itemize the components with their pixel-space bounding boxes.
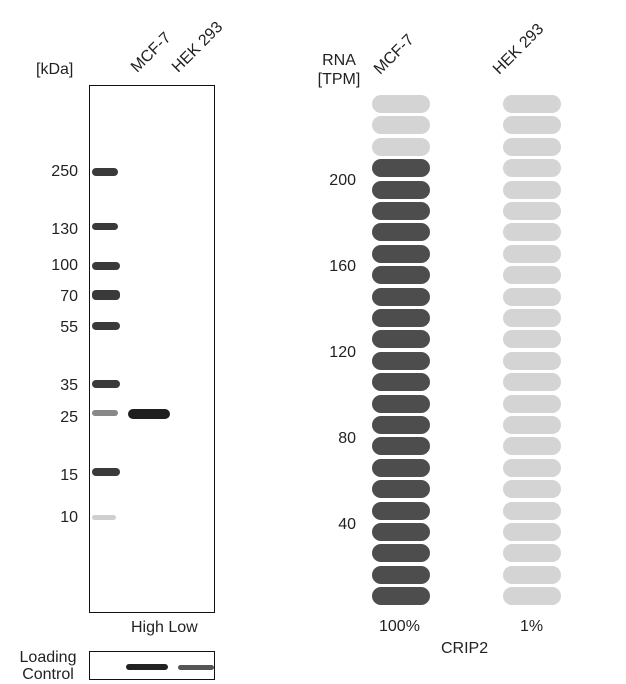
marker-band-70 bbox=[92, 290, 120, 300]
marker-band-15 bbox=[92, 468, 120, 476]
rna-column-mcf7 bbox=[372, 0, 430, 610]
loading-control-label: Loading Control bbox=[19, 649, 77, 683]
rna-pill-hek293-20 bbox=[503, 180, 561, 199]
sample-band-mcf7 bbox=[128, 409, 170, 419]
rna-pill-mcf7-10 bbox=[372, 394, 430, 413]
rna-pill-hek293-13 bbox=[503, 330, 561, 349]
rna-pill-hek293-10 bbox=[503, 394, 561, 413]
marker-band-100 bbox=[92, 262, 120, 270]
loading-band-mcf7 bbox=[126, 664, 168, 670]
rna-pill-mcf7-24 bbox=[372, 95, 430, 113]
rna-pill-hek293-8 bbox=[503, 437, 561, 456]
rna-pill-hek293-11 bbox=[503, 373, 561, 392]
rna-pill-hek293-23 bbox=[503, 116, 561, 135]
kda-label: [kDa] bbox=[36, 61, 74, 78]
marker-label-250: 250 bbox=[51, 163, 78, 180]
rna-axis-label-line2: [TPM] bbox=[317, 71, 361, 88]
marker-label-15: 15 bbox=[60, 467, 78, 484]
rna-tick-200: 200 bbox=[329, 172, 356, 189]
rna-tick-80: 80 bbox=[338, 430, 356, 447]
marker-band-250 bbox=[92, 168, 118, 176]
blot-membrane bbox=[89, 85, 215, 613]
marker-label-100: 100 bbox=[51, 257, 78, 274]
rna-percent-mcf7: 100% bbox=[379, 618, 420, 635]
rna-pill-mcf7-1 bbox=[372, 587, 430, 606]
rna-pill-mcf7-2 bbox=[372, 565, 430, 584]
rna-pill-mcf7-16 bbox=[372, 266, 430, 285]
marker-band-55 bbox=[92, 322, 120, 330]
rna-axis-label-line1: RNA bbox=[322, 52, 356, 69]
rna-pill-hek293-6 bbox=[503, 480, 561, 499]
rna-tick-160: 160 bbox=[329, 258, 356, 275]
rna-pill-hek293-2 bbox=[503, 565, 561, 584]
rna-pill-mcf7-17 bbox=[372, 244, 430, 263]
rna-pill-hek293-9 bbox=[503, 416, 561, 434]
rna-pill-hek293-4 bbox=[503, 523, 561, 541]
rna-pill-mcf7-23 bbox=[372, 116, 430, 135]
marker-band-10 bbox=[92, 515, 116, 520]
rna-pill-mcf7-21 bbox=[372, 159, 430, 178]
rna-pill-hek293-1 bbox=[503, 587, 561, 606]
rna-pill-hek293-24 bbox=[503, 95, 561, 113]
rna-pill-mcf7-7 bbox=[372, 458, 430, 477]
rna-pill-hek293-7 bbox=[503, 458, 561, 477]
gene-name: CRIP2 bbox=[441, 640, 489, 657]
marker-band-25 bbox=[92, 410, 118, 416]
rna-pill-hek293-3 bbox=[503, 544, 561, 563]
rna-pill-mcf7-14 bbox=[372, 309, 430, 327]
rna-tick-120: 120 bbox=[329, 344, 356, 361]
marker-label-25: 25 bbox=[60, 409, 78, 426]
rna-pill-mcf7-4 bbox=[372, 523, 430, 541]
rna-pill-mcf7-13 bbox=[372, 330, 430, 349]
rna-pill-mcf7-15 bbox=[372, 287, 430, 306]
marker-label-35: 35 bbox=[60, 377, 78, 394]
rna-pill-hek293-14 bbox=[503, 309, 561, 327]
lane-label-mcf7: MCF-7 bbox=[127, 29, 175, 76]
marker-label-55: 55 bbox=[60, 319, 78, 336]
rna-pill-mcf7-9 bbox=[372, 416, 430, 434]
rna-pill-mcf7-11 bbox=[372, 373, 430, 392]
rna-pill-hek293-12 bbox=[503, 351, 561, 370]
lane-label-hek293: HEK 293 bbox=[168, 18, 227, 76]
rna-pill-mcf7-5 bbox=[372, 501, 430, 520]
rna-pill-hek293-22 bbox=[503, 137, 561, 156]
marker-band-35 bbox=[92, 380, 120, 388]
marker-label-10: 10 bbox=[60, 509, 78, 526]
rna-pill-mcf7-18 bbox=[372, 223, 430, 242]
rna-pill-hek293-16 bbox=[503, 266, 561, 285]
loading-control-blot bbox=[89, 651, 215, 680]
rna-column-hek293 bbox=[503, 0, 561, 610]
rna-pill-hek293-18 bbox=[503, 223, 561, 242]
rna-pill-mcf7-22 bbox=[372, 137, 430, 156]
rna-percent-hek293: 1% bbox=[520, 618, 544, 635]
rna-pill-mcf7-8 bbox=[372, 437, 430, 456]
rna-pill-mcf7-19 bbox=[372, 202, 430, 220]
rna-pill-hek293-17 bbox=[503, 244, 561, 263]
rna-pill-hek293-5 bbox=[503, 501, 561, 520]
marker-label-130: 130 bbox=[51, 221, 78, 238]
expression-label: High Low bbox=[131, 619, 198, 636]
rna-pill-hek293-19 bbox=[503, 202, 561, 220]
rna-axis-label: RNA [TPM] bbox=[316, 51, 362, 89]
rna-pill-mcf7-12 bbox=[372, 351, 430, 370]
rna-pill-hek293-21 bbox=[503, 159, 561, 178]
loading-band-hek293 bbox=[178, 665, 214, 670]
rna-pill-hek293-15 bbox=[503, 287, 561, 306]
marker-label-70: 70 bbox=[60, 288, 78, 305]
rna-pill-mcf7-6 bbox=[372, 480, 430, 499]
marker-band-130 bbox=[92, 223, 118, 230]
rna-pill-mcf7-20 bbox=[372, 180, 430, 199]
rna-pill-mcf7-3 bbox=[372, 544, 430, 563]
rna-tick-40: 40 bbox=[338, 516, 356, 533]
